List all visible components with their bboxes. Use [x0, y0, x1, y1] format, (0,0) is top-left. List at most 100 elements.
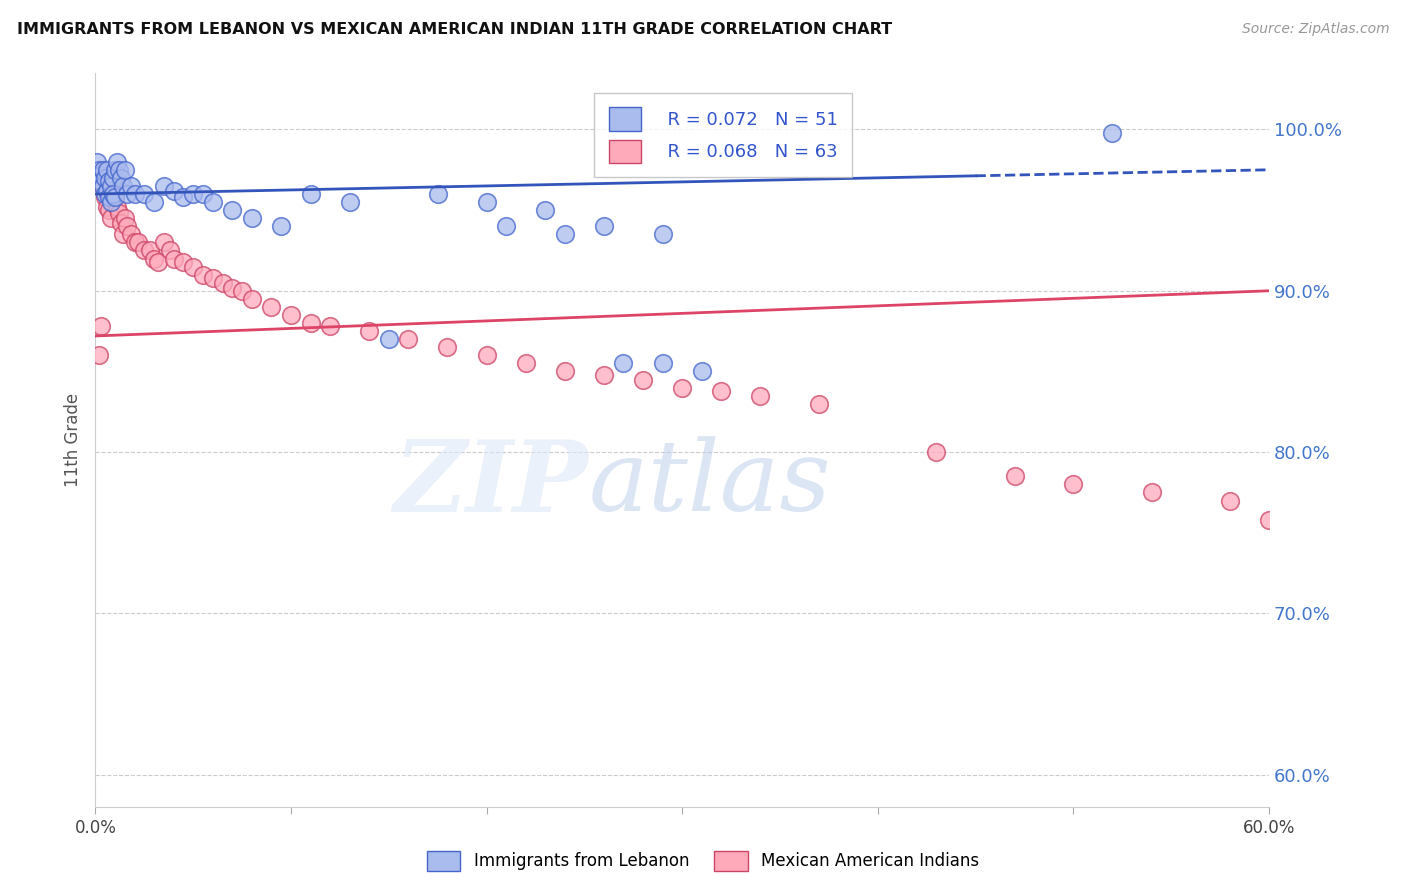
Point: [191, 268, 214, 282]
Point: [127, 235, 149, 250]
Point: [124, 235, 146, 250]
Point: [101, 174, 124, 188]
Point: [108, 206, 131, 220]
Point: [1140, 485, 1163, 500]
Point: [115, 186, 138, 201]
Point: [153, 178, 176, 193]
Point: [153, 235, 176, 250]
Point: [90, 174, 112, 188]
Point: [1062, 477, 1084, 491]
Point: [143, 252, 166, 266]
Point: [554, 364, 576, 378]
Point: [114, 162, 136, 177]
Point: [690, 364, 713, 378]
Point: [231, 284, 253, 298]
Point: [105, 154, 128, 169]
Point: [91, 162, 114, 177]
Point: [172, 254, 194, 268]
Point: [146, 254, 169, 268]
Point: [89, 348, 111, 362]
Point: [221, 280, 243, 294]
Text: Source: ZipAtlas.com: Source: ZipAtlas.com: [1241, 22, 1389, 37]
Point: [475, 348, 498, 362]
Point: [143, 195, 166, 210]
Point: [96, 184, 118, 198]
Point: [631, 372, 654, 386]
Point: [162, 184, 184, 198]
Point: [1296, 523, 1319, 537]
Point: [201, 271, 224, 285]
Point: [495, 219, 517, 234]
Point: [111, 227, 134, 242]
Point: [515, 356, 537, 370]
Point: [1219, 493, 1241, 508]
Point: [86, 154, 108, 169]
Point: [98, 203, 121, 218]
Point: [120, 227, 142, 242]
Point: [100, 211, 122, 226]
Point: [120, 178, 142, 193]
Point: [1355, 533, 1378, 548]
Point: [115, 219, 138, 234]
Point: [181, 260, 204, 274]
Point: [1004, 469, 1026, 483]
Point: [104, 190, 127, 204]
Point: [612, 356, 634, 370]
Point: [593, 368, 616, 382]
Point: [96, 200, 118, 214]
Point: [139, 244, 162, 258]
Point: [104, 190, 127, 204]
Point: [98, 174, 121, 188]
Point: [396, 332, 419, 346]
Point: [124, 186, 146, 201]
Point: [554, 227, 576, 242]
Point: [299, 316, 322, 330]
Point: [651, 227, 673, 242]
Y-axis label: 11th Grade: 11th Grade: [65, 393, 82, 487]
Text: ZIP: ZIP: [394, 436, 588, 533]
Point: [90, 168, 112, 182]
Point: [98, 190, 121, 204]
Point: [101, 170, 124, 185]
Point: [339, 195, 361, 210]
Point: [172, 190, 194, 204]
Point: [1395, 545, 1406, 559]
Point: [110, 216, 132, 230]
Point: [104, 162, 127, 177]
Point: [378, 332, 401, 346]
Point: [162, 252, 184, 266]
Point: [260, 300, 283, 314]
Point: [111, 178, 134, 193]
Point: [91, 178, 114, 193]
Point: [925, 445, 948, 459]
Point: [749, 389, 772, 403]
Point: [319, 319, 342, 334]
Point: [1101, 126, 1123, 140]
Point: [94, 186, 117, 201]
Point: [534, 203, 557, 218]
Point: [89, 162, 111, 177]
Text: IMMIGRANTS FROM LEBANON VS MEXICAN AMERICAN INDIAN 11TH GRADE CORRELATION CHART: IMMIGRANTS FROM LEBANON VS MEXICAN AMERI…: [17, 22, 891, 37]
Legend: Immigrants from Lebanon, Mexican American Indians: Immigrants from Lebanon, Mexican America…: [419, 842, 987, 880]
Point: [201, 195, 224, 210]
Point: [651, 356, 673, 370]
Point: [108, 162, 131, 177]
Point: [211, 276, 233, 290]
Point: [475, 195, 498, 210]
Point: [1375, 539, 1398, 553]
Point: [96, 162, 118, 177]
Point: [134, 244, 156, 258]
Point: [593, 219, 616, 234]
Text: atlas: atlas: [588, 436, 831, 532]
Legend:   R = 0.072   N = 51,   R = 0.068   N = 63: R = 0.072 N = 51, R = 0.068 N = 63: [595, 93, 852, 178]
Point: [1258, 513, 1281, 527]
Point: [134, 186, 156, 201]
Point: [808, 397, 831, 411]
Point: [270, 219, 292, 234]
Point: [359, 324, 381, 338]
Point: [710, 384, 733, 398]
Point: [159, 244, 181, 258]
Point: [280, 308, 302, 322]
Point: [191, 186, 214, 201]
Point: [299, 186, 322, 201]
